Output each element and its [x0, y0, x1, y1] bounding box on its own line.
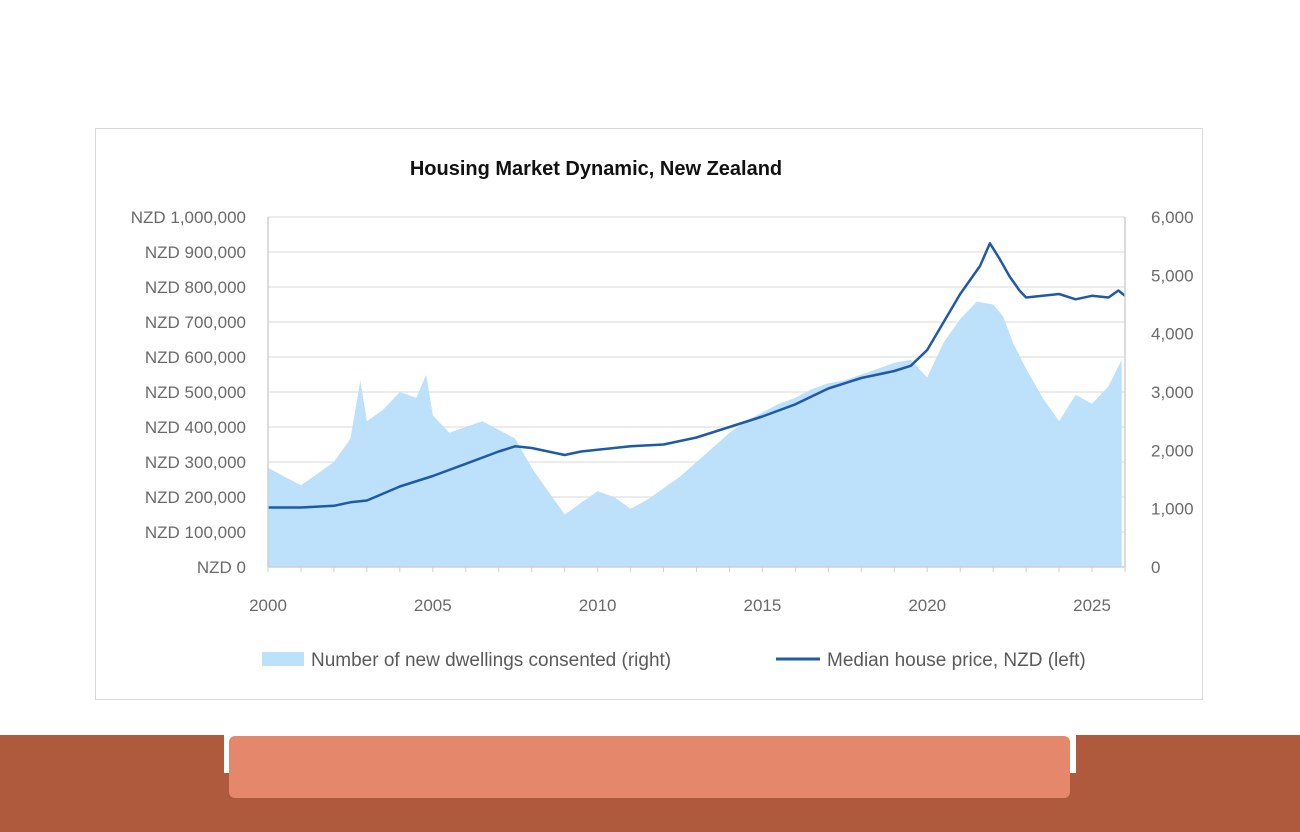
chart-title: Housing Market Dynamic, New Zealand — [410, 158, 782, 180]
y-left-tick-label: NZD 0 — [197, 558, 246, 577]
y-left-tick-label: NZD 300,000 — [145, 453, 246, 472]
y-right-tick-label: 2,000 — [1151, 441, 1194, 460]
axes: NZD 0 NZD 100,000 NZD 200,000 NZD 300,000 NZ… — [131, 208, 1194, 615]
y-left-tick-label: NZD 700,000 — [145, 313, 246, 332]
dwellings-consented-area — [268, 301, 1122, 567]
legend: Number of new dwellings consented (right… — [262, 650, 1086, 671]
footer-bar — [229, 736, 1070, 798]
x-tick-label: 2000 — [249, 596, 287, 615]
x-tick-label: 2020 — [908, 596, 946, 615]
y-left-tick-label: NZD 400,000 — [145, 418, 246, 437]
x-tick-label: 2010 — [579, 596, 617, 615]
y-left-tick-label: NZD 900,000 — [145, 243, 246, 262]
y-right-tick-label: 6,000 — [1151, 208, 1194, 227]
legend-area-label: Number of new dwellings consented (right… — [311, 650, 671, 671]
y-right-tick-label: 5,000 — [1151, 266, 1194, 285]
y-left-tick-label: NZD 600,000 — [145, 348, 246, 367]
y-left-tick-label: NZD 500,000 — [145, 383, 246, 402]
y-left-tick-label: NZD 1,000,000 — [131, 208, 246, 227]
area-series — [268, 301, 1122, 567]
median-price-line — [268, 242, 1126, 509]
x-tick-label: 2005 — [414, 596, 452, 615]
y-left-tick-label: NZD 200,000 — [145, 488, 246, 507]
y-right-tick-label: 4,000 — [1151, 325, 1194, 344]
legend-line-label: Median house price, NZD (left) — [827, 650, 1086, 671]
y-left-tick-label: NZD 100,000 — [145, 523, 246, 542]
y-right-tick-label: 1,000 — [1151, 500, 1194, 519]
line-series — [268, 242, 1126, 509]
x-tick-label: 2015 — [744, 596, 782, 615]
y-right-tick-label: 3,000 — [1151, 383, 1194, 402]
y-left-tick-label: NZD 800,000 — [145, 278, 246, 297]
x-tick-label: 2025 — [1073, 596, 1111, 615]
chart-frame: Housing Market Dynamic, New Zealand NZD … — [95, 128, 1203, 700]
y-right-tick-label: 0 — [1151, 558, 1160, 577]
legend-area-swatch — [262, 652, 304, 666]
chart-svg: Housing Market Dynamic, New Zealand NZD … — [131, 158, 1194, 671]
